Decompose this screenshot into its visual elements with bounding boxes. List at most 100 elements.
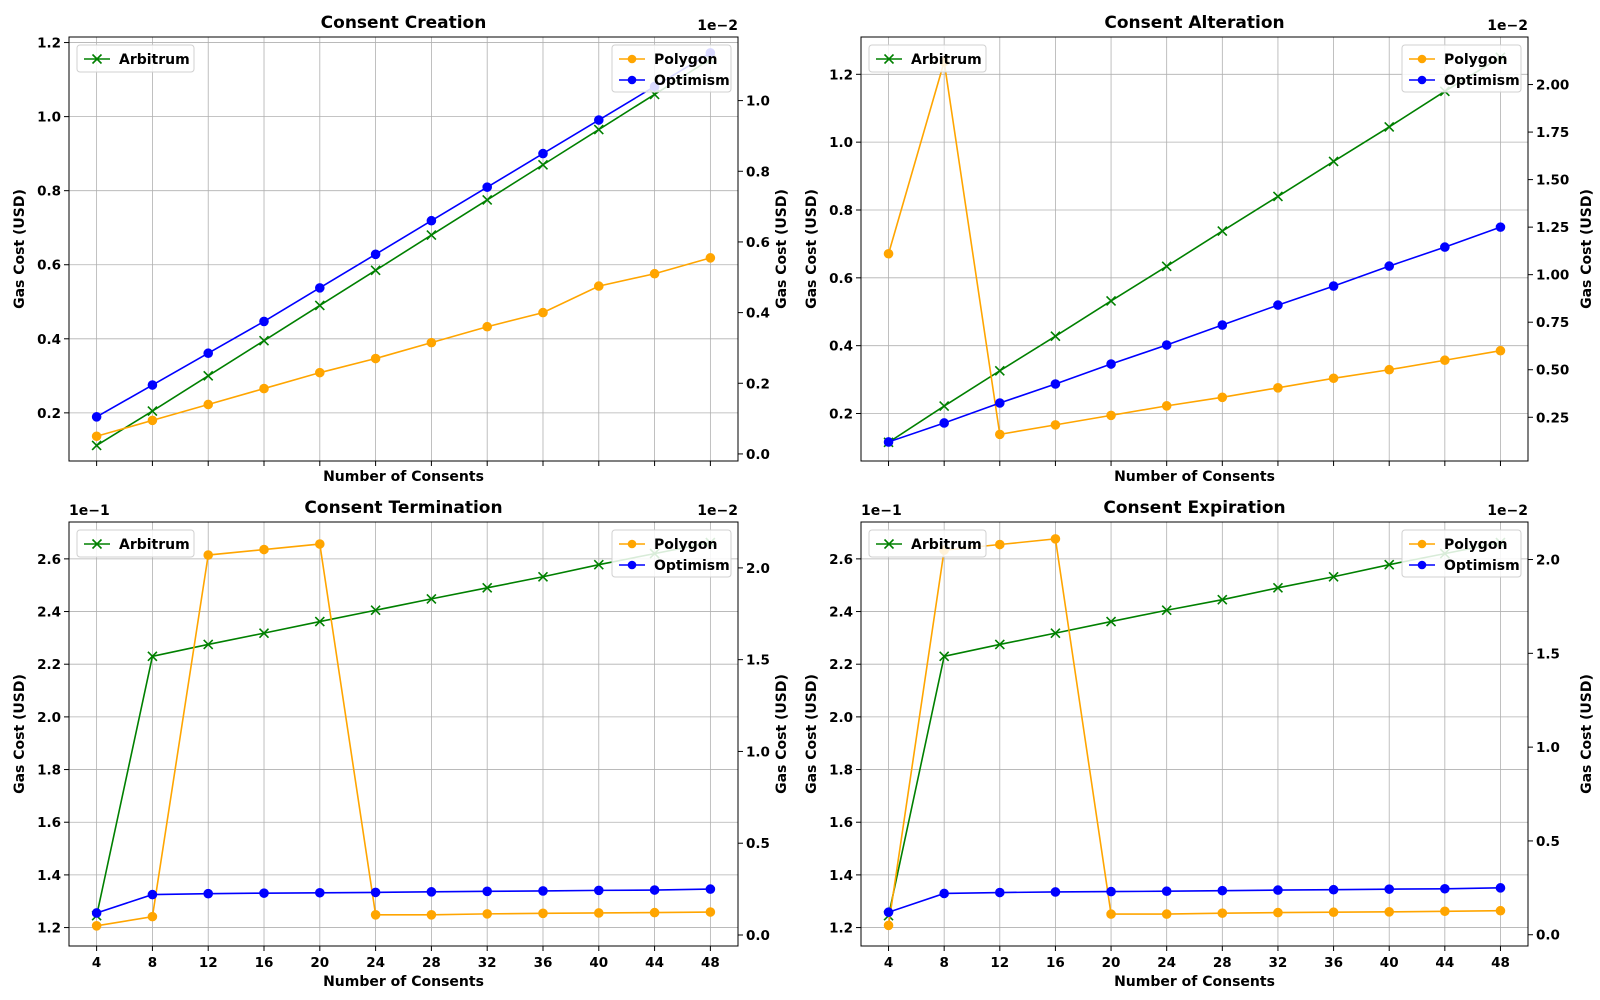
left-axis-multiplier: 1e−1 — [69, 503, 110, 519]
polygon-point — [426, 337, 437, 348]
y-left-tick-label: 0.6 — [829, 271, 853, 287]
arbitrum-point — [593, 124, 604, 135]
y-right-tick-label: 1.0 — [746, 94, 770, 110]
polygon-point — [315, 367, 325, 378]
x-tick-label: 24 — [1157, 955, 1176, 971]
legend-polygon-label: Polygon — [654, 537, 717, 553]
optimism-point — [593, 115, 604, 125]
arbitrum-point — [426, 593, 437, 604]
series-optimism — [91, 48, 716, 422]
optimism-point — [1161, 886, 1172, 897]
y-right-tick-label: 0.6 — [746, 235, 770, 251]
legend-left-box — [868, 529, 987, 558]
y-left-tick-label: 2.2 — [37, 657, 61, 673]
legend-polygon-label: Polygon — [654, 52, 717, 68]
arbitrum-point — [426, 230, 437, 241]
y-right-tick-label: 0.4 — [746, 306, 770, 322]
polygon-point — [649, 907, 660, 918]
y-axis-label-left: Gas Cost (USD) — [12, 189, 28, 309]
chart-title: Consent Creation — [321, 13, 487, 33]
legend-left-box — [76, 44, 195, 73]
legend-right: Polygon Optimism — [1401, 529, 1522, 578]
x-tick-label: 24 — [366, 955, 385, 971]
x-tick-label: 48 — [1491, 955, 1510, 971]
y-left-tick-label: 1.6 — [37, 815, 61, 831]
legend-left: Arbitrum — [76, 44, 195, 73]
optimism-point — [91, 412, 102, 422]
optimism-point — [315, 283, 325, 293]
y-right-tick-label: 0.25 — [1536, 410, 1569, 426]
arbitrum-point — [147, 651, 158, 662]
polygon-point — [91, 431, 102, 442]
y-left-tick-label: 1.2 — [829, 921, 853, 937]
polygon-point — [315, 539, 325, 549]
arbitrum-point — [147, 405, 158, 417]
polygon-point — [994, 539, 1005, 550]
x-axis-label: Number of Consents — [1114, 974, 1275, 990]
legend-polygon-marker — [627, 54, 637, 64]
legend-arbitrum-marker — [91, 53, 103, 65]
legend-arbitrum-label: Arbitrum — [119, 52, 190, 68]
optimism-point — [259, 316, 269, 327]
legend-left-box — [868, 44, 987, 73]
optimism-point — [370, 249, 381, 260]
optimism-point — [1106, 886, 1116, 897]
legend-optimism-label: Optimism — [654, 558, 730, 574]
y-axis-label-right: Gas Cost (USD) — [774, 189, 790, 309]
polygon-point — [147, 911, 158, 922]
optimism-point — [538, 148, 548, 159]
y-axis-label-left: Gas Cost (USD) — [12, 674, 28, 794]
y-right-tick-label: 1.50 — [1536, 173, 1569, 189]
legend-optimism-marker — [1417, 75, 1427, 85]
optimism-point — [203, 888, 214, 899]
arbitrum-point — [1384, 559, 1395, 570]
arbitrum-point — [203, 639, 214, 650]
legend-arbitrum-label: Arbitrum — [911, 52, 982, 68]
x-tick-label: 32 — [478, 955, 497, 971]
series-arbitrum — [91, 537, 716, 921]
y-right-tick-label: 1.0 — [1536, 740, 1560, 756]
series-polygon — [883, 56, 1506, 440]
polygon-line — [887, 538, 1501, 926]
y-left-tick-label: 1.0 — [829, 135, 853, 151]
series-polygon — [91, 253, 716, 442]
series-arbitrum — [91, 54, 716, 451]
arbitrum-point — [370, 265, 381, 276]
legend-optimism-label: Optimism — [654, 73, 730, 89]
arbitrum-point — [1328, 571, 1339, 582]
y-right-tick-label: 0.8 — [746, 164, 770, 180]
optimism-point — [994, 398, 1005, 408]
y-left-tick-label: 0.8 — [829, 203, 853, 219]
polygon-point — [482, 321, 492, 332]
y-left-tick-label: 1.4 — [829, 868, 853, 884]
arbitrum-point — [482, 194, 493, 205]
optimism-point — [649, 885, 660, 895]
optimism-line — [96, 52, 711, 418]
polygon-point — [1273, 907, 1283, 918]
y-left-tick-label: 2.4 — [37, 605, 61, 621]
y-right-tick-label: 0.5 — [746, 836, 770, 852]
optimism-point — [1217, 320, 1228, 330]
series-polygon — [91, 539, 716, 931]
polygon-point — [593, 908, 604, 918]
legend-arbitrum-label: Arbitrum — [119, 537, 190, 553]
right-axis-multiplier: 1e−2 — [697, 503, 738, 519]
x-tick-label: 44 — [645, 955, 664, 971]
polygon-point — [593, 281, 604, 291]
optimism-point — [1273, 885, 1283, 895]
polygon-point — [1161, 909, 1172, 919]
arbitrum-point — [1328, 156, 1339, 167]
y-left-tick-label: 2.2 — [829, 657, 853, 673]
y-right-tick-label: 1.5 — [1536, 646, 1560, 662]
arbitrum-point — [994, 639, 1005, 650]
polygon-line — [96, 257, 711, 438]
optimism-line — [96, 888, 711, 914]
legend-optimism-label: Optimism — [1444, 73, 1520, 89]
optimism-point — [1050, 887, 1061, 897]
optimism-point — [705, 884, 716, 894]
optimism-point — [1495, 883, 1506, 893]
polygon-point — [203, 550, 214, 560]
optimism-point — [1384, 261, 1395, 271]
polygon-point — [705, 253, 716, 263]
